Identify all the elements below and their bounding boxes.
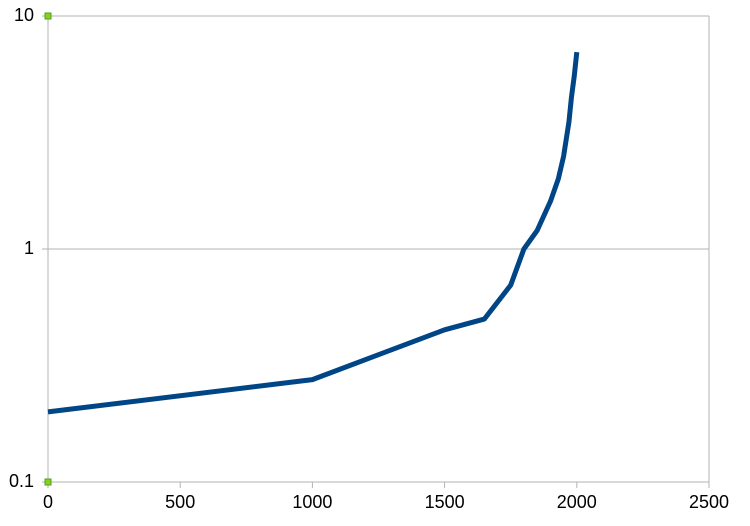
y-tick-label-2: 10 — [14, 5, 34, 25]
y-tick-label-0: 0.1 — [9, 471, 34, 491]
axes-layer — [42, 15, 710, 488]
x-tick-label-1: 500 — [165, 492, 195, 512]
markers-layer — [44, 12, 52, 486]
x-tick-label-0: 0 — [43, 492, 53, 512]
series-line-0 — [47, 51, 580, 415]
series-layer — [47, 51, 580, 415]
x-tick-label-4: 2000 — [557, 492, 597, 512]
grid-layer — [48, 15, 709, 483]
x-tick-label-3: 1500 — [425, 492, 465, 512]
y-axis-marker-2 — [44, 12, 52, 20]
labels-layer: 0.1 1 10 0 500 1000 1500 2000 2500 — [9, 5, 729, 512]
x-tick-label-5: 2500 — [689, 492, 729, 512]
y-axis-marker-0 — [44, 478, 52, 486]
x-tick-label-2: 1000 — [292, 492, 332, 512]
y-tick-label-1: 1 — [24, 238, 34, 258]
